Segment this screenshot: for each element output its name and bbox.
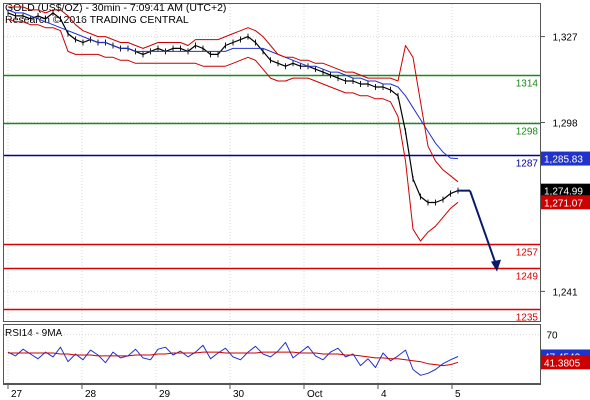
rsi-signal bbox=[8, 351, 459, 367]
series-lines bbox=[7, 6, 459, 376]
rsi-tag-rsi_signal-box bbox=[541, 355, 590, 370]
price-tag-moving_average-box bbox=[541, 151, 590, 166]
x-tick-label-0: 27 bbox=[11, 389, 23, 400]
level-label-1235: 1235 bbox=[516, 313, 539, 324]
x-tick-label-5: 4 bbox=[381, 389, 387, 400]
price-tag-moving_average: 1,285.83 bbox=[544, 155, 583, 166]
level-label-1257: 1257 bbox=[516, 248, 539, 259]
y-tick-label-2: 1,241 bbox=[552, 287, 577, 298]
forecast-group bbox=[458, 189, 501, 272]
rsi-panel-title: RSI14 - 9MA bbox=[5, 328, 63, 339]
level-label-1287: 1287 bbox=[516, 159, 539, 170]
price-panel-frame bbox=[3, 3, 541, 322]
y-tick-label-0: 1,327 bbox=[552, 33, 577, 44]
x-tick-label-2: 29 bbox=[159, 389, 171, 400]
rsi-tag-rsi_signal: 41.3805 bbox=[544, 358, 581, 369]
forecast-arrow-line bbox=[469, 190, 497, 265]
levels-group: 1314 1298 1287 1257 1249 1235 bbox=[4, 74, 540, 324]
level-label-1298: 1298 bbox=[516, 127, 539, 138]
x-tick-label-1: 28 bbox=[85, 389, 97, 400]
y-tick-label-1: 1,298 bbox=[552, 119, 577, 130]
bollinger-lower-band bbox=[7, 18, 459, 242]
rsi-y-tick-label-0: 70 bbox=[546, 331, 558, 342]
moving-average-line bbox=[7, 9, 459, 160]
level-label-1249: 1249 bbox=[516, 272, 539, 283]
x-tick-label-4: Oct bbox=[307, 389, 323, 400]
chart-subtitle: Research © 2016 TRADING CENTRAL bbox=[5, 14, 189, 26]
rsi-panel-frame bbox=[3, 324, 541, 384]
price-tag-bollinger: 1,271.07 bbox=[544, 198, 583, 209]
chart-title: GOLD (US$/OZ) - 30min - 7:09:41 AM (UTC+… bbox=[5, 2, 226, 14]
rsi-line bbox=[7, 341, 459, 376]
x-tick-label-3: 30 bbox=[233, 389, 245, 400]
x-tick-label-6: 5 bbox=[455, 389, 461, 400]
price-tag-price-box bbox=[541, 183, 590, 198]
bollinger-upper-band bbox=[8, 6, 459, 183]
forecast-arrow-head bbox=[491, 259, 501, 272]
level-label-1314: 1314 bbox=[516, 79, 539, 90]
price-tag-price: 1,274.99 bbox=[544, 187, 583, 198]
price-tag-bollinger-box bbox=[541, 195, 590, 210]
price-tags: 1,285.831,274.991,271.0747.454241.3805 bbox=[541, 151, 590, 370]
tick-labels: 27 28 29 30 Oct 4 5 1,327 1,298 1,241 70 bbox=[7, 33, 578, 400]
